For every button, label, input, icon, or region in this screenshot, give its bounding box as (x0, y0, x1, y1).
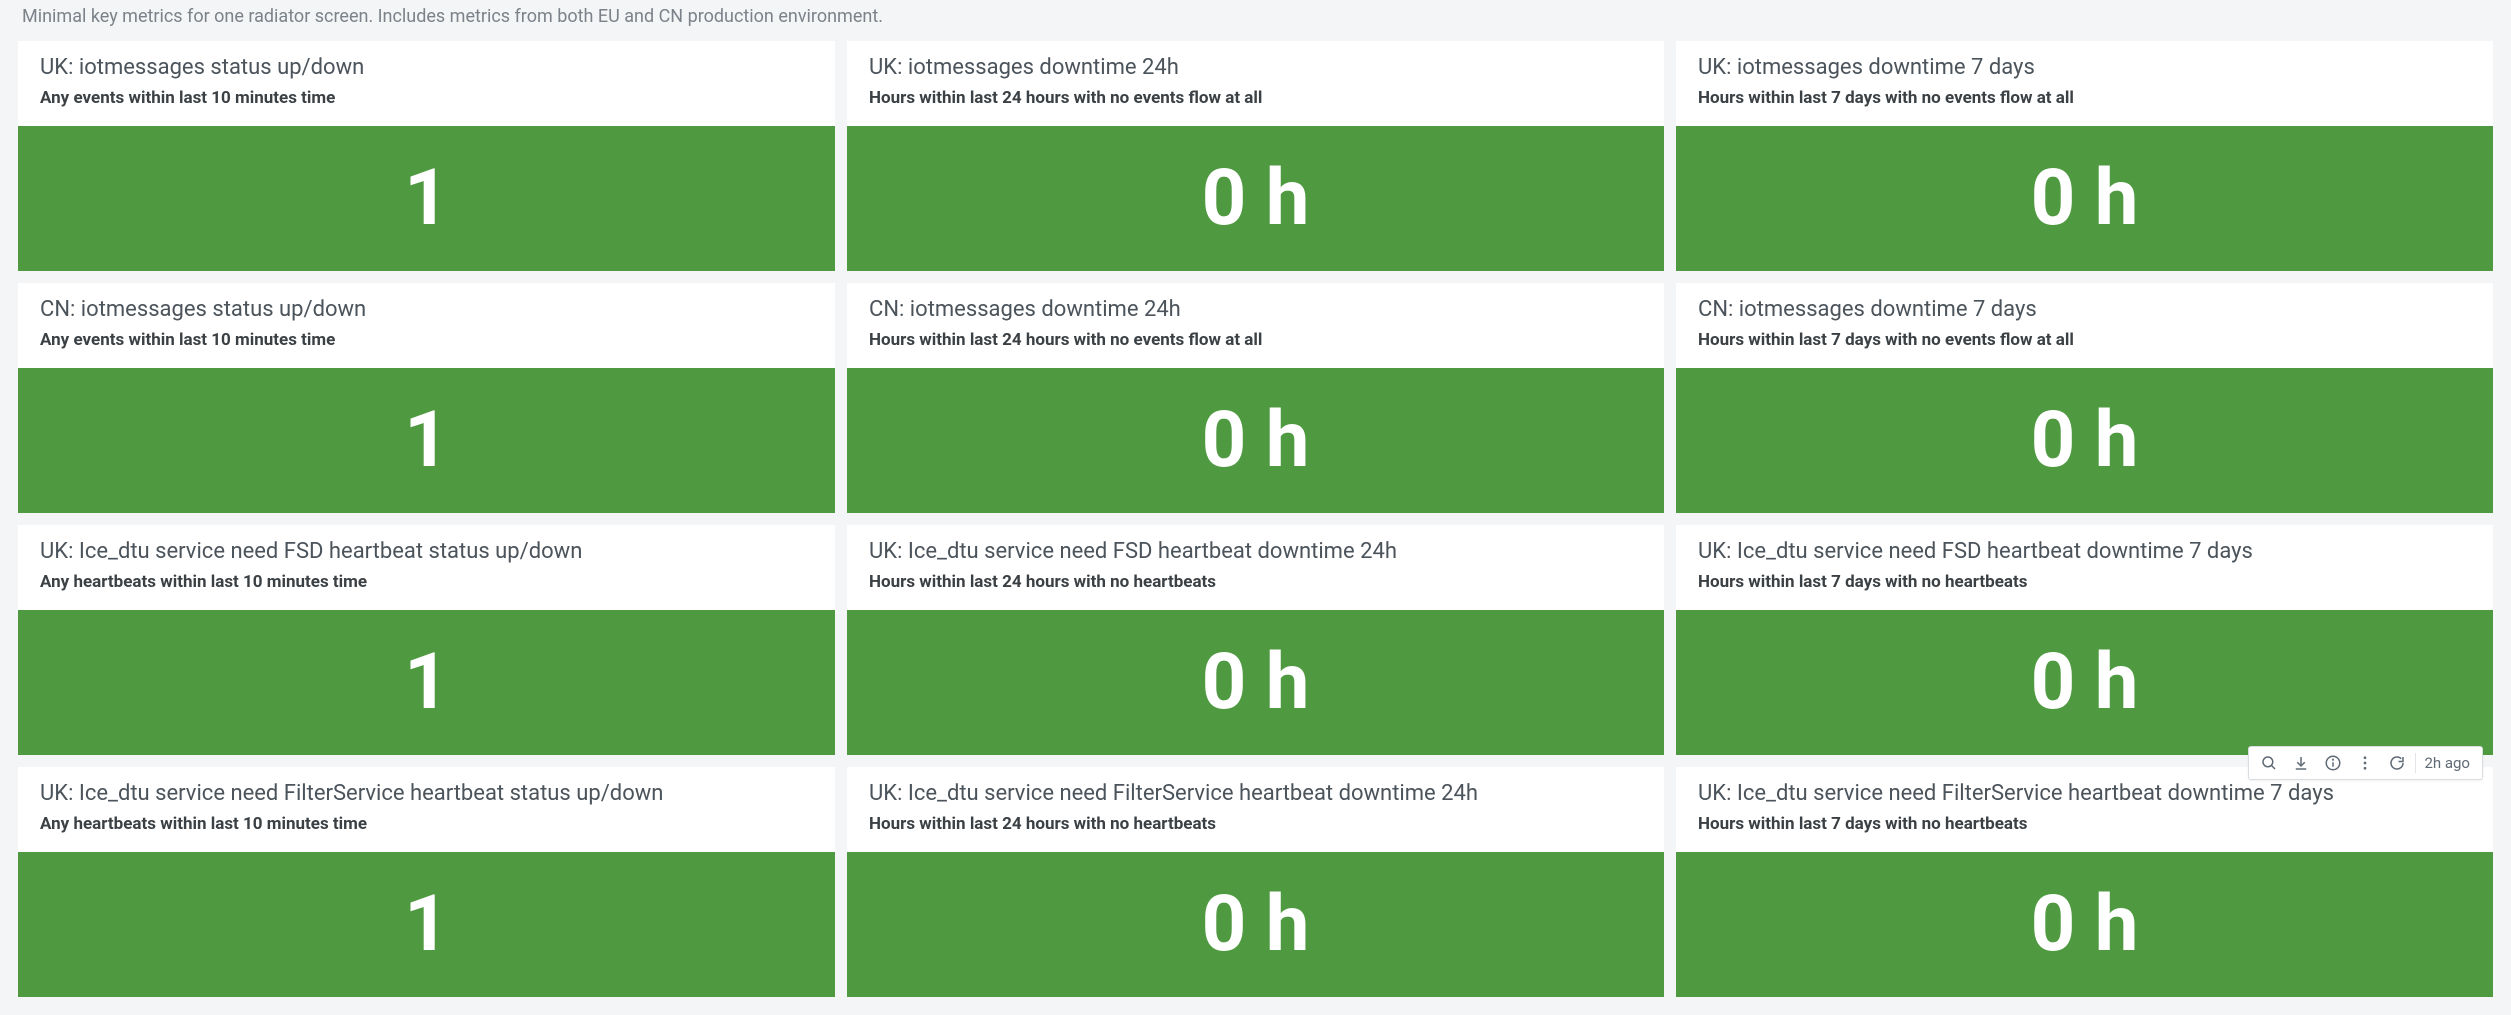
panel-value: 0 h (1676, 126, 2493, 271)
panel-subtitle: Hours within last 7 days with no events … (1698, 330, 2471, 350)
metric-panel[interactable]: UK: iotmessages status up/down Any event… (18, 41, 835, 271)
panel-subtitle: Any events within last 10 minutes time (40, 88, 813, 108)
panel-value: 0 h (847, 368, 1664, 513)
panel-value: 0 h (847, 852, 1664, 997)
panel-subtitle: Any heartbeats within last 10 minutes ti… (40, 572, 813, 592)
panel-title: UK: Ice_dtu service need FSD heartbeat d… (1698, 539, 2471, 564)
panel-title: UK: iotmessages downtime 7 days (1698, 55, 2471, 80)
dashboard-description: Minimal key metrics for one radiator scr… (18, 0, 2493, 41)
panel-value: 0 h (847, 610, 1664, 755)
panel-subtitle: Hours within last 24 hours with no heart… (869, 814, 1642, 834)
panel-value: 1 (18, 368, 835, 513)
ellipsis-icon[interactable] (2349, 749, 2381, 777)
metric-panel[interactable]: CN: iotmessages downtime 7 days Hours wi… (1676, 283, 2493, 513)
panel-subtitle: Hours within last 24 hours with no event… (869, 88, 1642, 108)
metric-panel[interactable]: UK: Ice_dtu service need FSD heartbeat s… (18, 525, 835, 755)
metric-panel[interactable]: UK: Ice_dtu service need FilterService h… (18, 767, 835, 997)
info-icon[interactable] (2317, 749, 2349, 777)
panel-grid: UK: iotmessages status up/down Any event… (18, 41, 2493, 997)
panel-value: 1 (18, 610, 835, 755)
metric-panel[interactable]: CN: iotmessages status up/down Any event… (18, 283, 835, 513)
metric-panel[interactable]: CN: iotmessages downtime 24h Hours withi… (847, 283, 1664, 513)
panel-subtitle: Any events within last 10 minutes time (40, 330, 813, 350)
panel-title: UK: iotmessages status up/down (40, 55, 813, 80)
refresh-icon[interactable] (2381, 749, 2413, 777)
search-icon[interactable] (2253, 749, 2285, 777)
panel-title: UK: Ice_dtu service need FilterService h… (1698, 781, 2471, 806)
dashboard-page: Minimal key metrics for one radiator scr… (0, 0, 2511, 1015)
metric-panel[interactable]: UK: iotmessages downtime 24h Hours withi… (847, 41, 1664, 271)
panel-title: UK: Ice_dtu service need FSD heartbeat s… (40, 539, 813, 564)
panel-subtitle: Hours within last 24 hours with no heart… (869, 572, 1642, 592)
panel-title: UK: Ice_dtu service need FilterService h… (869, 781, 1642, 806)
metric-panel[interactable]: 2h ago UK: Ice_dtu service need FilterSe… (1676, 767, 2493, 997)
panel-header: UK: iotmessages status up/down Any event… (18, 41, 835, 112)
panel-title: CN: iotmessages status up/down (40, 297, 813, 322)
panel-subtitle: Hours within last 24 hours with no event… (869, 330, 1642, 350)
panel-value: 1 (18, 852, 835, 997)
panel-header: CN: iotmessages downtime 7 days Hours wi… (1676, 283, 2493, 354)
panel-value: 0 h (1676, 610, 2493, 755)
panel-title: CN: iotmessages downtime 24h (869, 297, 1642, 322)
panel-subtitle: Hours within last 7 days with no heartbe… (1698, 814, 2471, 834)
metric-panel[interactable]: UK: Ice_dtu service need FSD heartbeat d… (1676, 525, 2493, 755)
panel-header: UK: Ice_dtu service need FilterService h… (18, 767, 835, 838)
panel-header: CN: iotmessages status up/down Any event… (18, 283, 835, 354)
panel-subtitle: Any heartbeats within last 10 minutes ti… (40, 814, 813, 834)
metric-panel[interactable]: UK: Ice_dtu service need FSD heartbeat d… (847, 525, 1664, 755)
metric-panel[interactable]: UK: Ice_dtu service need FilterService h… (847, 767, 1664, 997)
metric-panel[interactable]: UK: iotmessages downtime 7 days Hours wi… (1676, 41, 2493, 271)
panel-title: UK: Ice_dtu service need FilterService h… (40, 781, 813, 806)
panel-header: UK: Ice_dtu service need FilterService h… (847, 767, 1664, 838)
panel-value: 0 h (847, 126, 1664, 271)
panel-title: CN: iotmessages downtime 7 days (1698, 297, 2471, 322)
panel-age-label: 2h ago (2418, 754, 2478, 772)
panel-title: UK: iotmessages downtime 24h (869, 55, 1642, 80)
panel-subtitle: Hours within last 7 days with no heartbe… (1698, 572, 2471, 592)
panel-header: UK: iotmessages downtime 7 days Hours wi… (1676, 41, 2493, 112)
download-icon[interactable] (2285, 749, 2317, 777)
panel-header: UK: Ice_dtu service need FSD heartbeat d… (1676, 525, 2493, 596)
panel-header: UK: iotmessages downtime 24h Hours withi… (847, 41, 1664, 112)
panel-value: 1 (18, 126, 835, 271)
panel-value: 0 h (1676, 852, 2493, 997)
panel-title: UK: Ice_dtu service need FSD heartbeat d… (869, 539, 1642, 564)
toolbar-separator (2415, 753, 2416, 773)
panel-toolbar: 2h ago (2248, 746, 2483, 780)
panel-header: UK: Ice_dtu service need FSD heartbeat s… (18, 525, 835, 596)
panel-header: CN: iotmessages downtime 24h Hours withi… (847, 283, 1664, 354)
panel-subtitle: Hours within last 7 days with no events … (1698, 88, 2471, 108)
panel-header: UK: Ice_dtu service need FSD heartbeat d… (847, 525, 1664, 596)
panel-value: 0 h (1676, 368, 2493, 513)
